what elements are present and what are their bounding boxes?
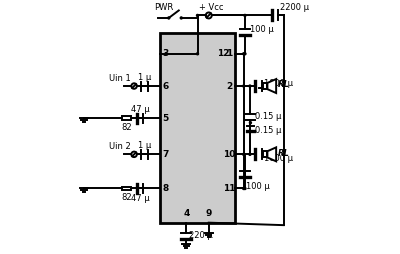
Text: RL: RL <box>277 80 289 89</box>
Text: RL: RL <box>277 149 289 157</box>
Text: 2200 μ: 2200 μ <box>280 4 309 12</box>
Text: 82: 82 <box>121 193 132 202</box>
Circle shape <box>244 187 246 189</box>
Text: 8: 8 <box>162 184 169 193</box>
Text: 5: 5 <box>162 114 169 123</box>
Text: 1 μ: 1 μ <box>138 73 151 82</box>
Text: 9: 9 <box>206 209 212 218</box>
Text: 11: 11 <box>223 184 236 193</box>
Text: 2: 2 <box>226 82 232 90</box>
Circle shape <box>243 187 245 189</box>
Circle shape <box>244 14 246 17</box>
Circle shape <box>250 122 252 124</box>
Text: 6: 6 <box>162 82 169 90</box>
Text: 0.15 μ: 0.15 μ <box>256 126 282 135</box>
Bar <box>263 83 268 89</box>
Text: 10: 10 <box>223 150 236 159</box>
Circle shape <box>243 53 245 55</box>
Polygon shape <box>268 79 276 93</box>
Text: 0.15 μ: 0.15 μ <box>256 112 282 121</box>
Bar <box>160 33 235 223</box>
Bar <box>122 186 130 190</box>
Text: 1000 μ: 1000 μ <box>264 154 293 163</box>
Circle shape <box>168 17 170 19</box>
Text: 1000 μ: 1000 μ <box>264 78 293 88</box>
Bar <box>263 151 268 157</box>
Text: 47 μ: 47 μ <box>131 194 149 203</box>
Circle shape <box>244 53 246 55</box>
Text: + Vcc: + Vcc <box>199 4 223 12</box>
Text: 100 μ: 100 μ <box>250 25 274 34</box>
Circle shape <box>243 85 245 87</box>
Text: 12: 12 <box>217 49 229 58</box>
Text: 7: 7 <box>162 150 169 159</box>
Text: 1 μ: 1 μ <box>138 141 151 150</box>
Circle shape <box>249 85 251 87</box>
Text: 82: 82 <box>121 123 132 132</box>
Bar <box>122 116 130 120</box>
Text: 1: 1 <box>226 49 232 58</box>
Circle shape <box>196 14 198 17</box>
Text: 4: 4 <box>183 209 190 218</box>
Circle shape <box>180 17 182 19</box>
Text: 3: 3 <box>162 49 169 58</box>
Text: Uin 1: Uin 1 <box>110 74 131 83</box>
Circle shape <box>196 53 198 55</box>
Text: PWR: PWR <box>154 4 174 12</box>
Text: 100 μ: 100 μ <box>246 182 270 191</box>
Text: Uin 2: Uin 2 <box>110 142 131 151</box>
Polygon shape <box>268 147 276 161</box>
Text: 220 μ: 220 μ <box>189 231 213 240</box>
Circle shape <box>249 153 251 155</box>
Text: 47 μ: 47 μ <box>131 105 149 114</box>
Circle shape <box>243 153 245 155</box>
